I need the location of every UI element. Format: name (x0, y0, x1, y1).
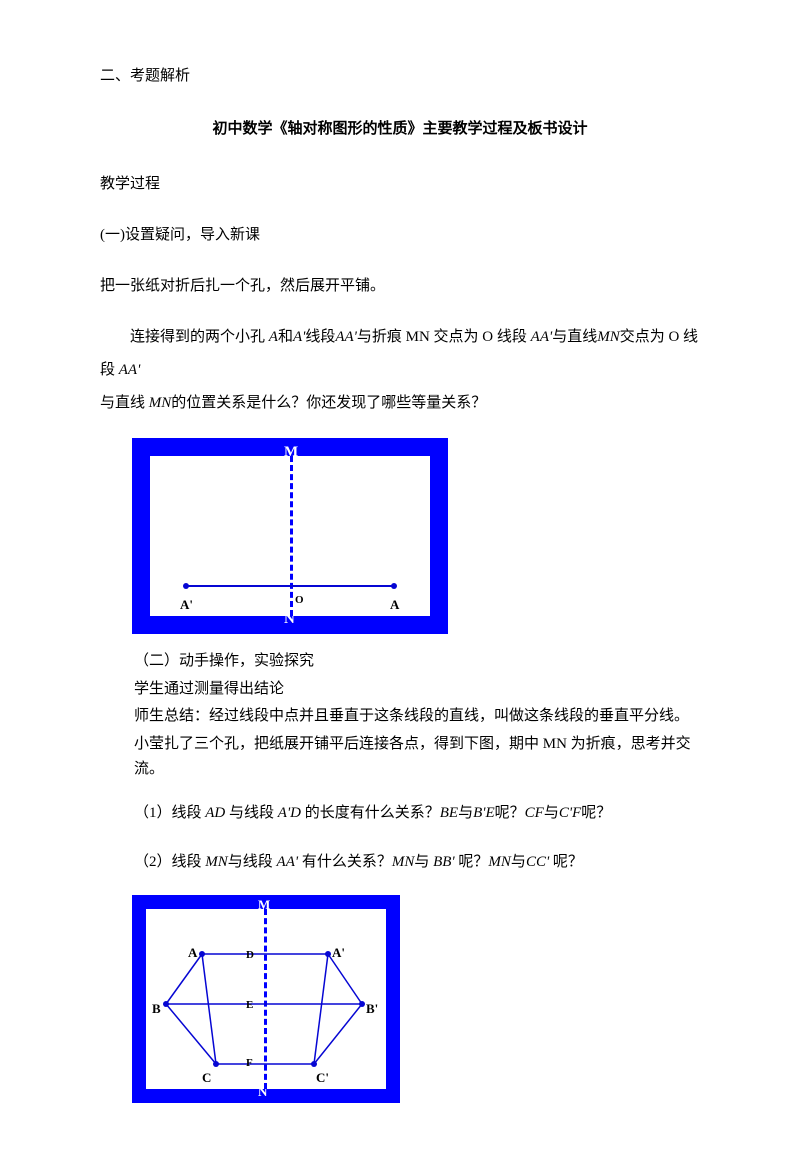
section2-line3: 小莹扎了三个孔，把纸展开铺平后连接各点，得到下图，期中 MN 为折痕，思考并交流… (134, 732, 700, 783)
text-fragment: 呢？ (549, 854, 583, 870)
text-fragment: 与 (458, 805, 473, 821)
var-AAp: AA' (277, 854, 299, 870)
var-CCp: CC' (526, 854, 549, 870)
var-AAp: AA' (531, 329, 553, 345)
section-number: 二、考题解析 (100, 60, 700, 93)
diagram-2-inner: A A' B B' C C' D E F (146, 909, 386, 1089)
label-D: D (246, 943, 254, 967)
label-F: F (246, 1051, 253, 1075)
text-fragment: 呢？ (455, 854, 489, 870)
label-A: A (390, 591, 399, 620)
var-BE: BE (440, 805, 458, 821)
var-MN: MN (392, 854, 415, 870)
var-BBp: BB' (433, 854, 455, 870)
text-fragment: 与线段 (228, 854, 277, 870)
var-AD: AD (205, 805, 225, 821)
label-Bp: B' (366, 995, 378, 1024)
text-fragment: （1）线段 (134, 805, 205, 821)
label-Cp: C' (316, 1064, 329, 1093)
text-fragment: 与线段 (225, 805, 278, 821)
process-label: 教学过程 (100, 168, 700, 201)
var-ApD: A'D (278, 805, 301, 821)
text-fragment: （2）线段 (134, 854, 205, 870)
connect-paragraph: 连接得到的两个小孔 A和A'线段AA'与折痕 MN 交点为 O 线段 AA'与直… (100, 321, 700, 420)
label-Ap: A' (180, 591, 193, 620)
text-fragment: 和 (278, 329, 293, 345)
question-2: （2）线段 MN与线段 AA' 有什么关系？MN与 BB' 呢？MN与CC' 呢… (134, 846, 700, 879)
diagram-2-frame: M N A A' B B' C C' D E F (132, 895, 400, 1103)
label-B: B (152, 995, 161, 1024)
question-1: （1）线段 AD 与线段 A'D 的长度有什么关系？BE与B'E呢？CF与C'F… (134, 797, 700, 830)
intro-text: 把一张纸对折后扎一个孔，然后展开平铺。 (100, 270, 700, 303)
var-CpF: C'F (559, 805, 581, 821)
var-MN: MN (149, 395, 172, 411)
intro-heading: (一)设置疑问，导入新课 (100, 219, 700, 252)
var-A: A (269, 329, 278, 345)
label-A: A (188, 939, 197, 968)
var-Ap: A' (293, 329, 305, 345)
var-CF: CF (525, 805, 544, 821)
text-fragment: 与直线 (552, 329, 597, 345)
var-AAp: AA' (335, 329, 357, 345)
diagram-1-inner: A' O A (150, 456, 430, 616)
text-fragment: 的长度有什么关系？ (301, 805, 440, 821)
label-E: E (246, 993, 253, 1017)
var-MN: MN (205, 854, 228, 870)
label-O: O (295, 588, 304, 612)
text-fragment: 呢？ (495, 805, 525, 821)
text-fragment: 与 (544, 805, 559, 821)
text-fragment: 与折痕 MN 交点为 O 线段 (357, 329, 531, 345)
var-MN: MN (597, 329, 620, 345)
text-fragment: 呢？ (581, 805, 611, 821)
text-fragment: 与 (511, 854, 526, 870)
diagram-2-svg (146, 909, 386, 1089)
text-fragment: 与 (414, 854, 433, 870)
text-fragment: 的位置关系是什么？你还发现了哪些等量关系？ (171, 395, 486, 411)
document-title: 初中数学《轴对称图形的性质》主要教学过程及板书设计 (100, 113, 700, 146)
var-AAp: AA' (119, 362, 141, 378)
var-BpE: B'E (473, 805, 495, 821)
text-fragment: 与直线 (100, 395, 149, 411)
text-fragment: 有什么关系？ (298, 854, 392, 870)
label-C: C (202, 1064, 211, 1093)
text-fragment: 连接得到的两个小孔 (130, 329, 269, 345)
label-Ap: A' (332, 939, 345, 968)
section2-line2: 师生总结：经过线段中点并且垂直于这条线段的直线，叫做这条线段的垂直平分线。 (134, 704, 700, 730)
var-MN: MN (488, 854, 511, 870)
text-fragment: 线段 (305, 329, 335, 345)
section2-title: （二）动手操作，实验探究 (134, 649, 700, 675)
section2-line1: 学生通过测量得出结论 (134, 677, 700, 703)
diagram-1-frame: M N A' O A (132, 438, 448, 634)
